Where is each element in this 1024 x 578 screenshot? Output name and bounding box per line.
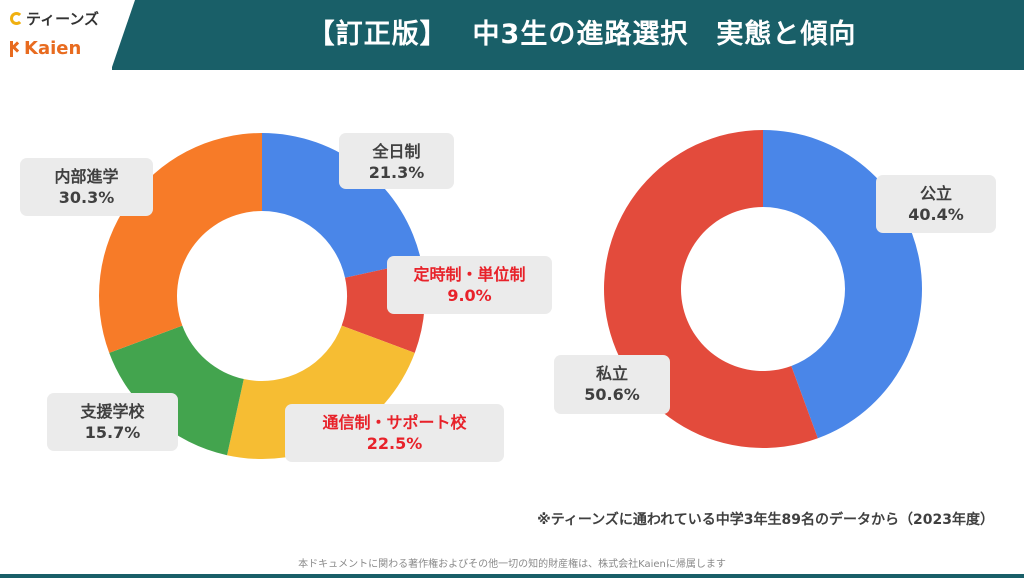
label-zennichi-value: 21.3% [368,163,425,182]
label-zennichi: 全日制 21.3% [339,133,454,189]
label-shiritsu: 私立 50.6% [554,355,670,414]
bottom-bar [0,574,1024,578]
slice-shien [109,325,244,456]
label-naibu-name: 内部進学 [54,167,119,186]
label-shiritsu-value: 50.6% [584,385,640,404]
teens-logo-icon [10,12,23,25]
header-bar: ティーンズ Kaien 【訂正版】 中3生の進路選択 実態と傾向 [0,0,1024,70]
label-tsushin-name: 通信制・サポート校 [322,413,467,432]
label-teiji: 定時制・単位制 9.0% [387,256,552,314]
copyright-footer: 本ドキュメントに関わる著作権およびその他一切の知的財産権は、株式会社Kaienに… [298,559,726,570]
logo-area: ティーンズ Kaien [0,0,112,70]
label-koritsu-name: 公立 [919,184,952,203]
label-koritsu-value: 40.4% [908,205,964,224]
label-zennichi-name: 全日制 [372,142,421,161]
kaien-logo: Kaien [10,38,81,59]
data-source-note: ※ティーンズに通われている中学3年生89名のデータから（2023年度） [537,512,994,528]
label-teiji-value: 9.0% [447,286,492,305]
label-shien-value: 15.7% [84,423,141,442]
label-naibu-value: 30.3% [58,188,115,207]
kaien-logo-icon [10,40,22,57]
logo-divider [111,0,135,70]
slice-zennichi [262,133,422,278]
slice-naibu [98,133,262,353]
label-tsushin-value: 22.5% [366,434,423,453]
label-shien: 支援学校 15.7% [47,393,178,451]
label-shiritsu-name: 私立 [595,364,628,383]
label-tsushin: 通信制・サポート校 22.5% [285,404,504,462]
label-teiji-name: 定時制・単位制 [413,265,526,284]
teens-logo-text: ティーンズ [26,10,100,28]
label-shien-name: 支援学校 [80,402,145,421]
slice-tsushin [227,325,415,459]
label-koritsu: 公立 40.4% [876,175,996,233]
teens-logo: ティーンズ [10,8,99,29]
kaien-logo-text: Kaien [24,38,82,59]
page-title: 【訂正版】 中3生の進路選択 実態と傾向 [307,19,857,50]
label-naibu: 内部進学 30.3% [20,158,153,216]
